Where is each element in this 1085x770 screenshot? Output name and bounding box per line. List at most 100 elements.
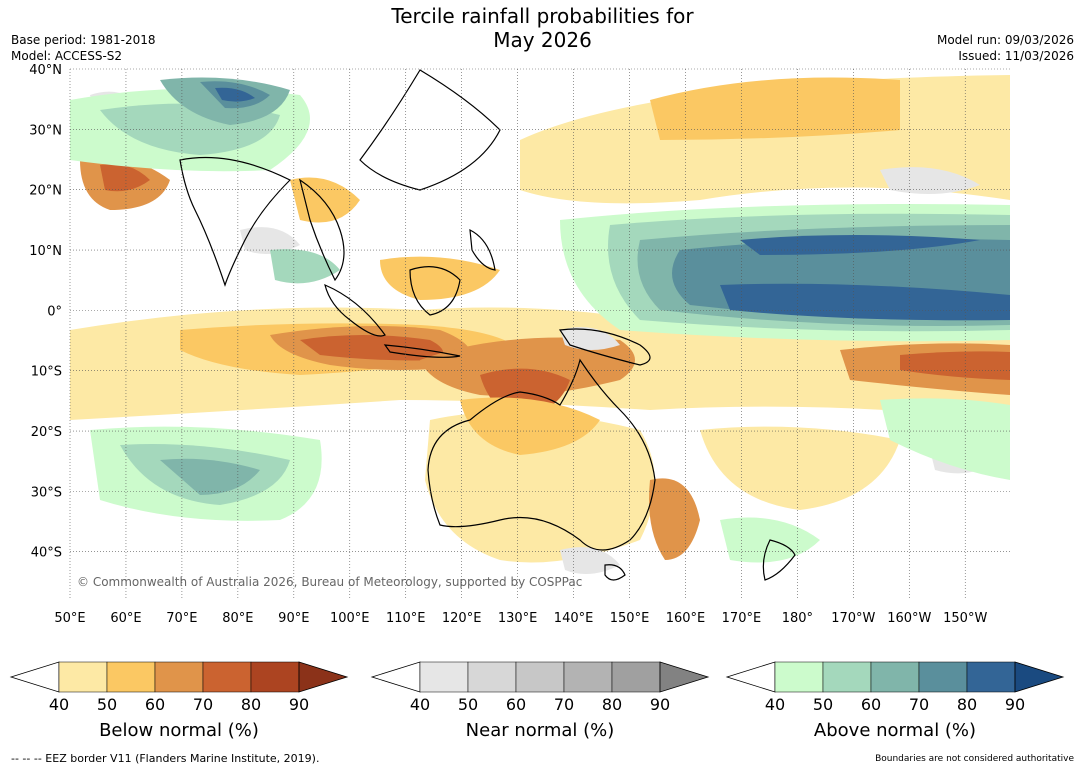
lon-tick-label: 170°W xyxy=(831,611,875,626)
legend-tick-label: 60 xyxy=(861,695,881,714)
legend-tick-label: 80 xyxy=(241,695,261,714)
legend-1: 40 50 60 70 80 90 Below normal (%) xyxy=(9,661,349,741)
coast-india xyxy=(179,156,292,287)
lat-tick-label: 20°S xyxy=(31,425,62,440)
legend-low-arrow xyxy=(370,661,421,693)
map-plot-area xyxy=(70,69,1010,600)
axis-labels: 50°E 60°E 70°E 80°E 90°E 100°E 110°E 120°E 130°E… xyxy=(29,63,987,626)
legend-tick-label: 60 xyxy=(506,695,526,714)
legend-swatch xyxy=(515,661,565,693)
legend-title: Below normal (%) xyxy=(99,720,259,741)
legend-tick-label: 40 xyxy=(765,695,785,714)
legend-low-arrow xyxy=(725,661,776,693)
coast-australia xyxy=(427,358,656,551)
lon-tick-label: 160°W xyxy=(887,611,931,626)
lat-tick-label: 20°N xyxy=(29,184,62,199)
legend-swatch xyxy=(563,661,613,693)
model-name: Model: ACCESS-S2 xyxy=(11,49,123,63)
boundaries-note: Boundaries are not considered authoritat… xyxy=(875,754,1074,764)
legend-tick-label: 50 xyxy=(458,695,478,714)
lon-tick-label: 50°E xyxy=(54,611,85,626)
legend-tick-label: 40 xyxy=(49,695,69,714)
legend-tick-label: 80 xyxy=(957,695,977,714)
lat-tick-label: 40°N xyxy=(29,63,62,78)
below-normal-regions xyxy=(70,75,1010,563)
legend-swatch xyxy=(202,661,252,693)
legend-2: 40 50 60 70 80 90 Near normal (%) xyxy=(370,661,710,741)
graticule xyxy=(69,68,1010,600)
legend-title: Near normal (%) xyxy=(466,720,615,741)
lat-tick-label: 30°S xyxy=(31,485,62,500)
lon-tick-label: 160°E xyxy=(666,611,706,626)
above-normal-regions xyxy=(70,77,1010,563)
legend-tick-label: 70 xyxy=(909,695,929,714)
lat-tick-label: 30°N xyxy=(29,123,62,138)
legend-tick-label: 50 xyxy=(813,695,833,714)
legend-swatch xyxy=(419,661,469,693)
coast-china xyxy=(359,69,501,191)
legend-swatch xyxy=(822,661,872,693)
legend-swatch xyxy=(918,661,968,693)
lon-tick-label: 140°E xyxy=(554,611,594,626)
lat-tick-label: 40°S xyxy=(31,546,62,561)
lon-tick-label: 170°E xyxy=(722,611,762,626)
map-title: Tercile rainfall probabilities for May 2… xyxy=(0,4,1085,52)
lon-tick-label: 130°E xyxy=(498,611,538,626)
lon-tick-label: 150°E xyxy=(610,611,650,626)
lon-tick-label: 90°E xyxy=(278,611,309,626)
coast-philippines xyxy=(469,228,496,271)
lon-tick-label: 60°E xyxy=(110,611,141,626)
legend-swatch xyxy=(58,661,108,693)
base-period: Base period: 1981-2018 xyxy=(11,33,156,47)
coast-java xyxy=(383,344,461,358)
title-line-2: May 2026 xyxy=(493,28,592,52)
title-line-1: Tercile rainfall probabilities for xyxy=(391,4,694,28)
coast-borneo xyxy=(409,266,461,316)
legend-swatch xyxy=(154,661,204,693)
legend-swatch xyxy=(467,661,517,693)
legend-low-arrow xyxy=(9,661,60,693)
copyright-notice: © Commonwealth of Australia 2026, Bureau… xyxy=(77,575,582,589)
legend-tick-label: 70 xyxy=(193,695,213,714)
lon-tick-label: 80°E xyxy=(222,611,253,626)
lon-tick-label: 120°E xyxy=(442,611,482,626)
coast-new-zealand xyxy=(762,539,796,581)
lat-tick-label: 10°N xyxy=(29,244,62,259)
legend-swatch xyxy=(966,661,1016,693)
model-run: Model run: 09/03/2026 xyxy=(936,33,1074,47)
legend-swatch xyxy=(870,661,920,693)
coast-sumatra xyxy=(324,283,386,337)
legend-tick-label: 50 xyxy=(97,695,117,714)
coast-se-asia xyxy=(299,178,345,282)
issued-date: Issued: 11/03/2026 xyxy=(958,49,1074,63)
legend-tick-label: 70 xyxy=(554,695,574,714)
legend-high-arrow xyxy=(659,661,710,693)
lon-tick-label: 150°W xyxy=(943,611,987,626)
legend-high-arrow xyxy=(298,661,349,693)
legend-swatch xyxy=(250,661,300,693)
colour-legends: 40 50 60 70 80 90 Below normal (%) 40 50 60 70 80 90… xyxy=(9,661,1065,741)
coast-tasmania xyxy=(604,564,626,581)
legend-tick-label: 40 xyxy=(410,695,430,714)
lon-tick-label: 70°E xyxy=(166,611,197,626)
legend-3: 40 50 60 70 80 90 Above normal (%) xyxy=(725,661,1065,741)
lat-tick-label: 10°S xyxy=(31,365,62,380)
lon-tick-label: 100°E xyxy=(330,611,370,626)
coastlines xyxy=(179,69,796,581)
eez-note: -- -- -- EEZ border V11 (Flanders Marine… xyxy=(11,752,320,765)
legend-tick-label: 80 xyxy=(602,695,622,714)
legend-high-arrow xyxy=(1014,661,1065,693)
model-info: Base period: 1981-2018 Model: ACCESS-S2 xyxy=(11,32,156,64)
legend-tick-label: 90 xyxy=(650,695,670,714)
lon-tick-label: 110°E xyxy=(386,611,426,626)
legend-swatch xyxy=(106,661,156,693)
legend-tick-label: 60 xyxy=(145,695,165,714)
legend-title: Above normal (%) xyxy=(814,720,976,741)
legend-tick-label: 90 xyxy=(289,695,309,714)
legend-tick-label: 90 xyxy=(1005,695,1025,714)
run-info: Model run: 09/03/2026 Issued: 11/03/2026 xyxy=(937,32,1074,64)
legend-swatch xyxy=(611,661,661,693)
lon-tick-label: 180° xyxy=(782,611,813,626)
coast-new-guinea xyxy=(558,328,651,366)
